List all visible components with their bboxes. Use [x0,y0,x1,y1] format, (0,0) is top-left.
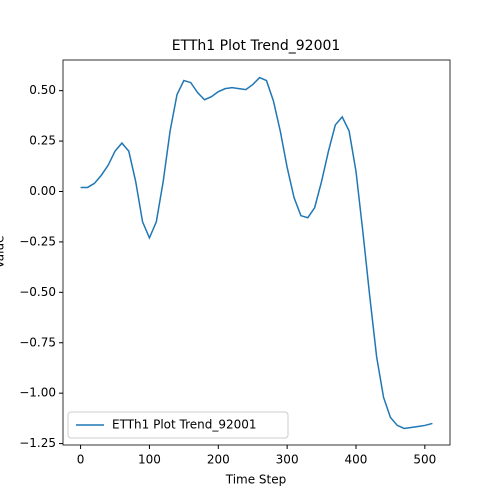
y-tick-label: 0.00 [29,184,56,198]
y-tick-label: −0.75 [19,335,56,349]
y-tick-label: 0.50 [29,83,56,97]
y-tick-label: −1.00 [19,386,56,400]
x-tick-label: 200 [207,453,230,467]
y-tick-label: −0.25 [19,234,56,248]
legend-box [67,411,289,439]
x-tick-label: 0 [77,453,85,467]
x-tick-label: 400 [345,453,368,467]
y-tick-label: 0.25 [29,134,56,148]
x-tick-label: 300 [276,453,299,467]
x-axis-label: Time Step [225,473,287,487]
y-axis-label: Value [0,236,7,269]
y-tick-label: −1.25 [19,436,56,450]
plot-frame [62,59,451,446]
chart-title: ETTh1 Plot Trend_92001 [172,38,341,54]
x-tick-label: 100 [138,453,161,467]
y-tick-label: −0.50 [19,285,56,299]
legend-label: ETTh1 Plot Trend_92001 [112,418,257,432]
line [80,76,433,430]
x-tick-label: 500 [413,453,436,467]
